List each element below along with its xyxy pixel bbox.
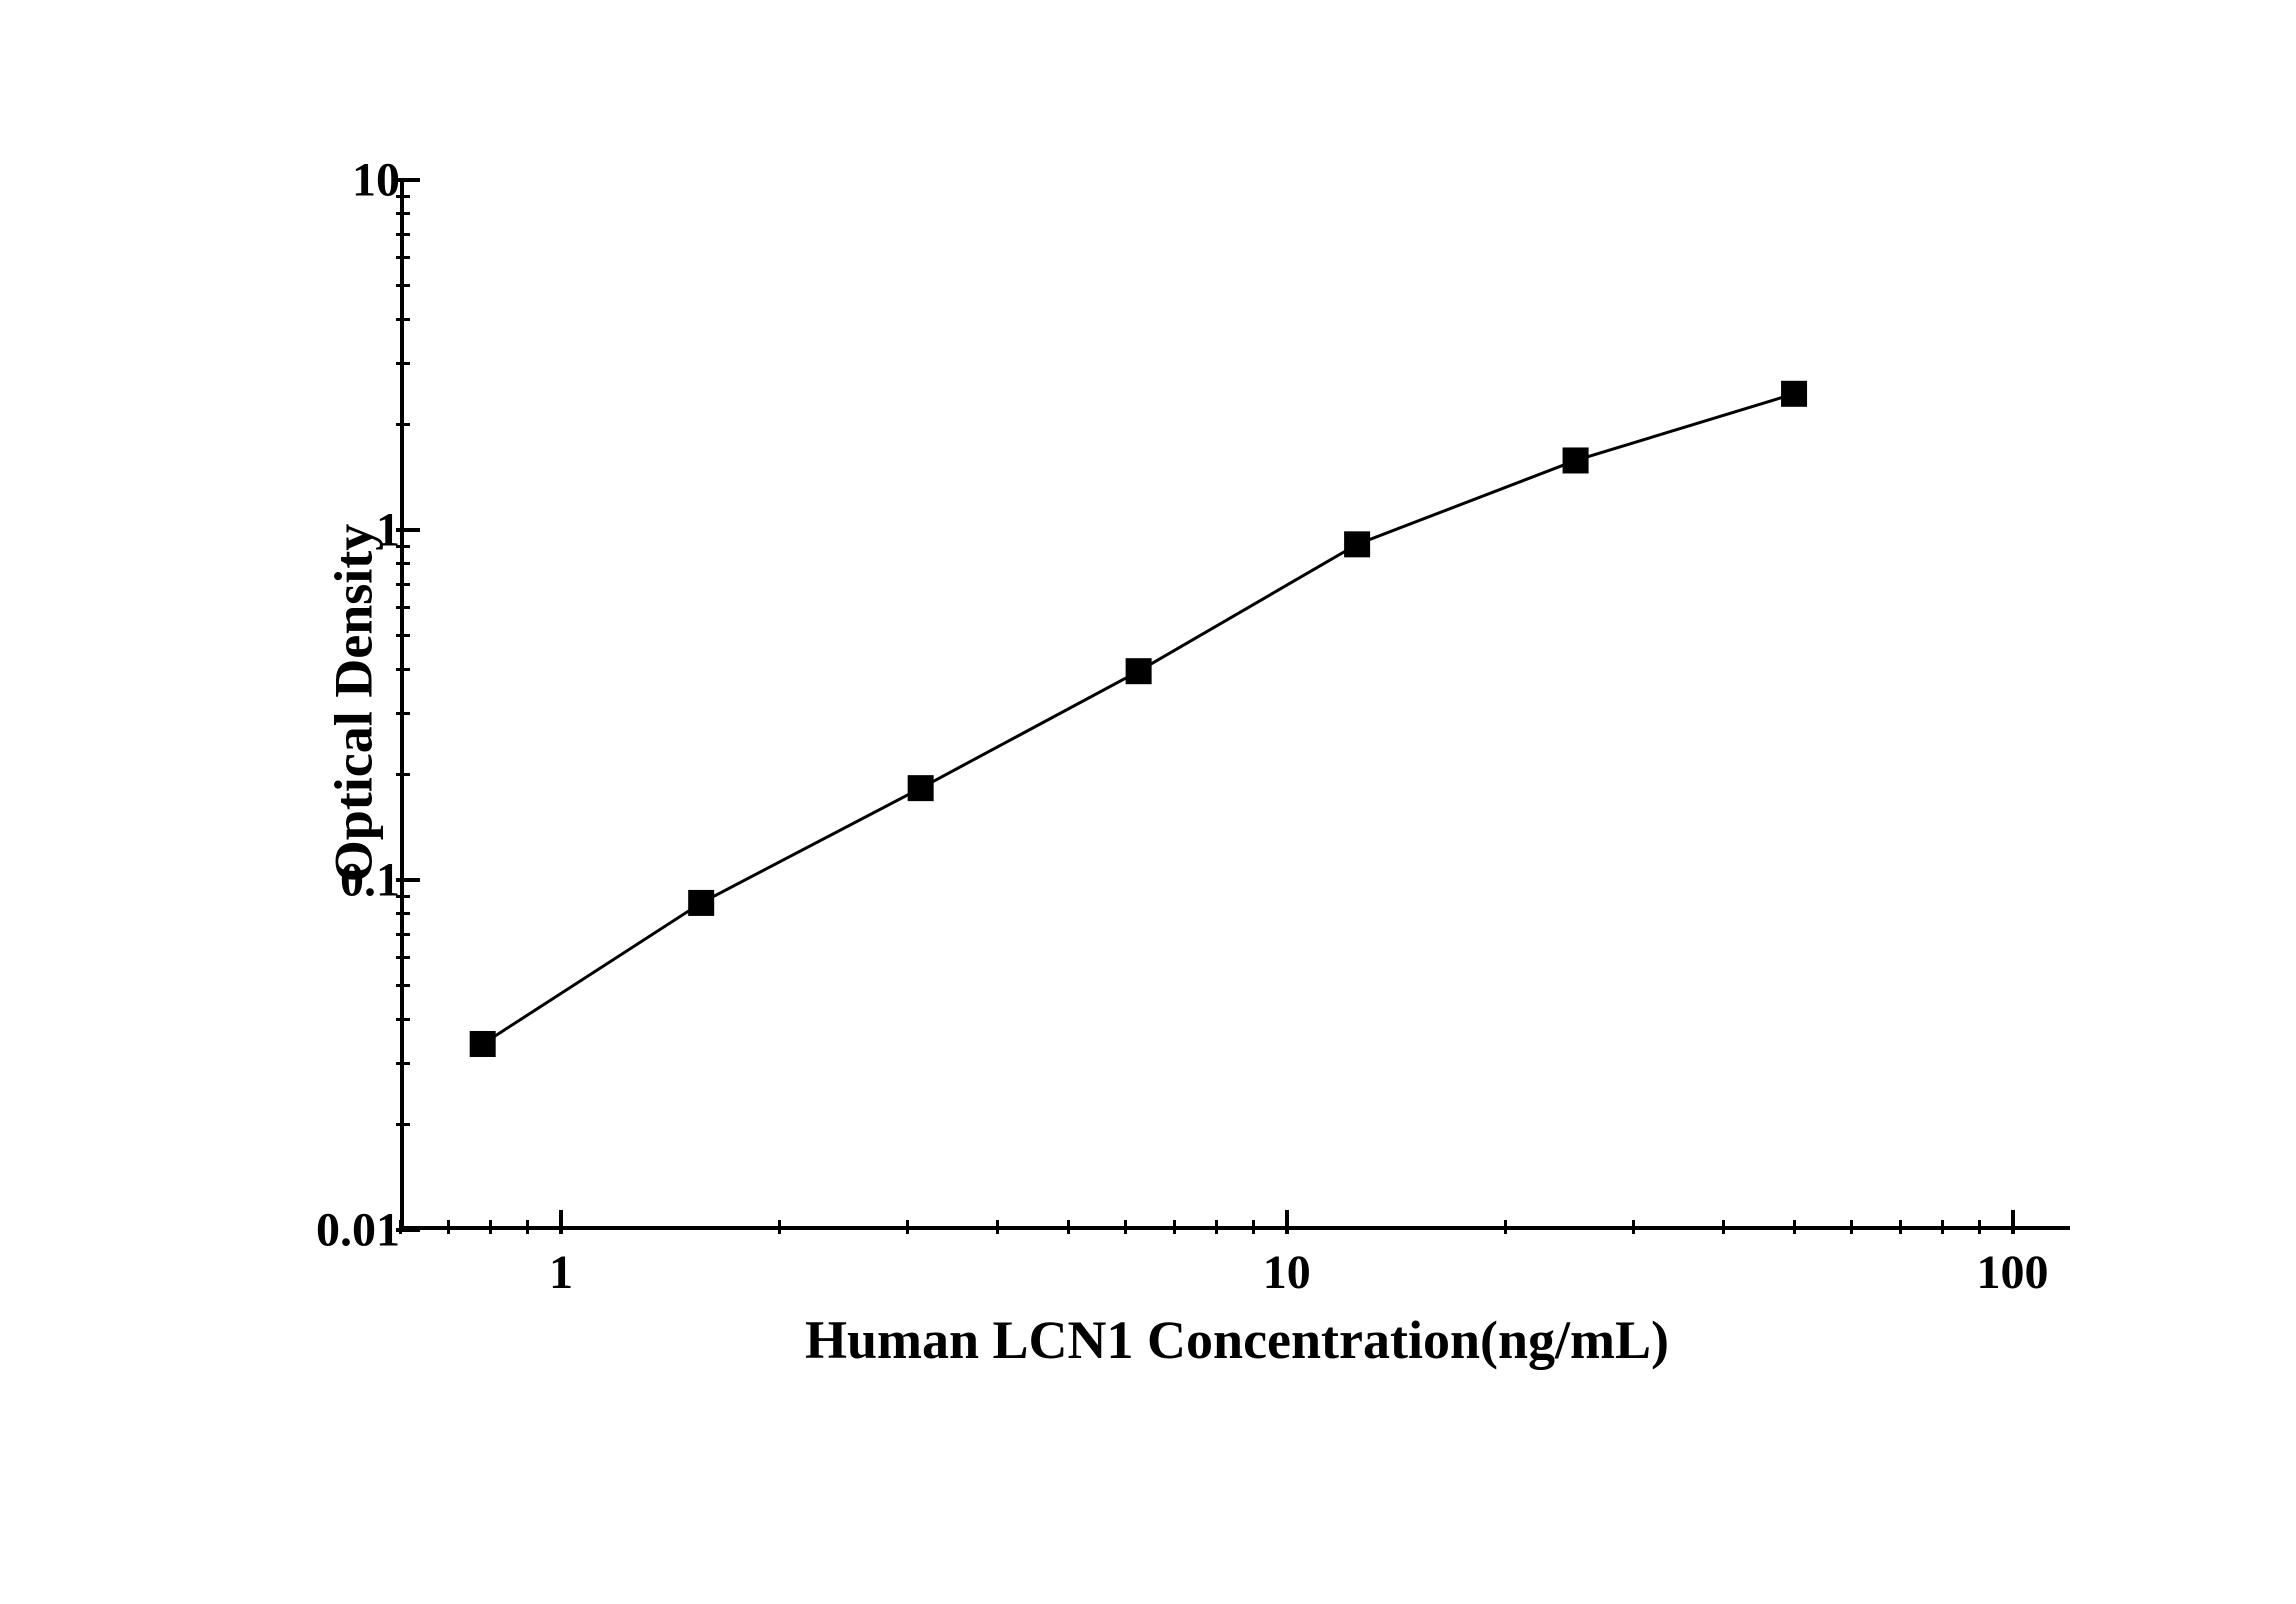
x-tick-minor (1850, 1220, 1853, 1234)
y-tick-minor (396, 933, 410, 936)
y-tick-minor (396, 423, 410, 426)
data-marker (1126, 658, 1152, 684)
x-tick-label: 1 (549, 1245, 573, 1300)
x-tick-minor (1722, 1220, 1725, 1234)
x-tick-minor (1941, 1220, 1944, 1234)
x-tick-label: 100 (1977, 1245, 2049, 1300)
x-axis-label: Human LCN1 Concentration(ng/mL) (805, 1309, 1669, 1371)
y-tick-minor (396, 1018, 410, 1021)
x-tick-minor (489, 1220, 492, 1234)
x-tick-minor (399, 1220, 402, 1234)
x-tick-minor (778, 1220, 781, 1234)
data-marker (688, 890, 714, 916)
x-tick-minor (526, 1220, 529, 1234)
x-tick-minor (1252, 1220, 1255, 1234)
y-tick-minor (396, 606, 410, 609)
chart-container: Human LCN1 Concentration(ng/mL) Optical … (270, 180, 2090, 1340)
data-marker (470, 1031, 496, 1057)
y-tick-minor (396, 773, 410, 776)
y-tick-minor (396, 668, 410, 671)
y-tick-label: 0.01 (316, 1203, 400, 1258)
x-tick-minor (1124, 1220, 1127, 1234)
x-tick-minor (906, 1220, 909, 1234)
y-tick-minor (396, 318, 410, 321)
x-tick-minor (447, 1220, 450, 1234)
chart-svg (400, 180, 2070, 1230)
x-tick-minor (1793, 1220, 1796, 1234)
y-tick-minor (396, 233, 410, 236)
data-marker (1563, 447, 1589, 473)
x-tick-minor (996, 1220, 999, 1234)
x-tick-minor (1978, 1220, 1981, 1234)
y-tick-minor (396, 712, 410, 715)
y-tick-minor (396, 634, 410, 637)
x-tick-minor (1504, 1220, 1507, 1234)
y-tick-label: 10 (352, 153, 400, 208)
y-tick-label: 1 (376, 503, 400, 558)
y-tick-minor (396, 256, 410, 259)
y-tick-minor (396, 562, 410, 565)
data-marker (1344, 531, 1370, 557)
x-tick-minor (1173, 1220, 1176, 1234)
y-tick-minor (396, 284, 410, 287)
y-tick-minor (396, 1123, 410, 1126)
y-tick-label: 0.1 (340, 853, 400, 908)
y-tick-minor (396, 912, 410, 915)
x-tick-minor (1632, 1220, 1635, 1234)
x-tick-major (2011, 1210, 2015, 1234)
data-marker (908, 775, 934, 801)
x-tick-major (559, 1210, 563, 1234)
y-tick-minor (396, 1062, 410, 1065)
x-tick-label: 10 (1263, 1245, 1311, 1300)
y-tick-minor (396, 195, 410, 198)
y-tick-minor (396, 984, 410, 987)
y-tick-minor (396, 362, 410, 365)
y-tick-minor (396, 545, 410, 548)
y-tick-minor (396, 895, 410, 898)
data-marker (1781, 381, 1807, 407)
y-tick-minor (396, 583, 410, 586)
y-tick-minor (396, 956, 410, 959)
y-tick-minor (396, 212, 410, 215)
x-tick-minor (1899, 1220, 1902, 1234)
x-tick-minor (1215, 1220, 1218, 1234)
x-tick-minor (1067, 1220, 1070, 1234)
data-line (483, 394, 1794, 1044)
y-axis-label: Optical Density (322, 524, 384, 883)
x-tick-major (1285, 1210, 1289, 1234)
